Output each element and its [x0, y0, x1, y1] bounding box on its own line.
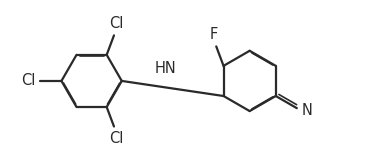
Text: N: N	[302, 103, 312, 118]
Text: Cl: Cl	[109, 131, 124, 146]
Text: F: F	[210, 27, 218, 42]
Text: Cl: Cl	[109, 16, 124, 30]
Text: Cl: Cl	[21, 73, 36, 88]
Text: HN: HN	[155, 61, 176, 76]
